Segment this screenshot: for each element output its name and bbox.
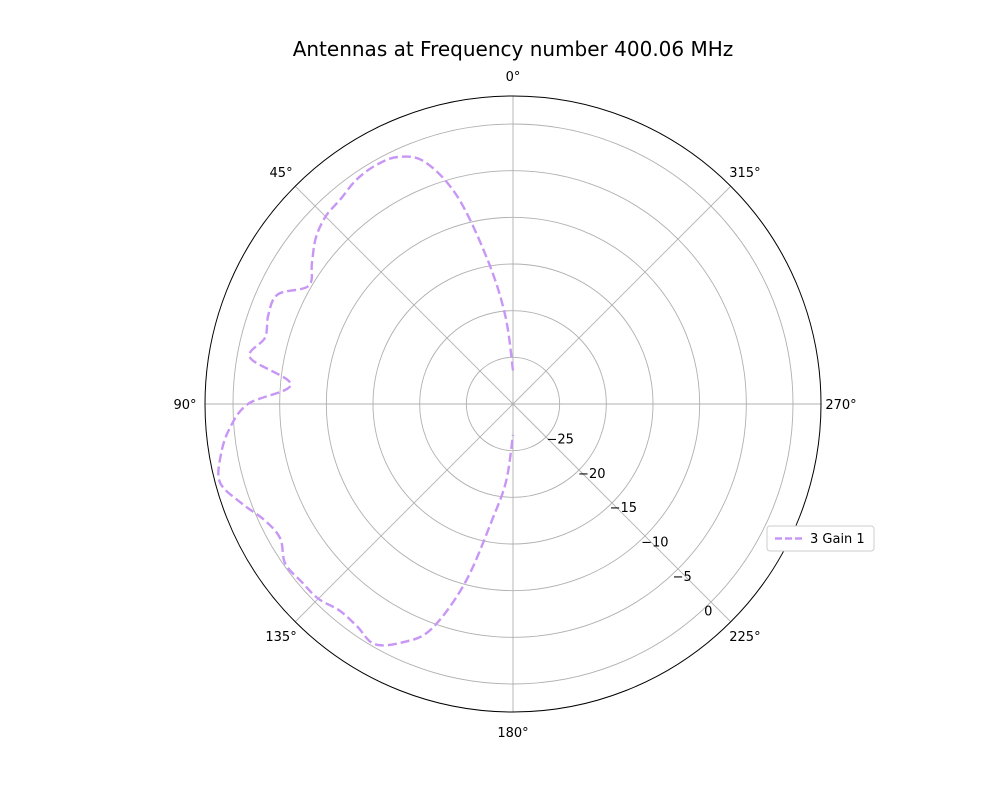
theta-tick-label: 90° xyxy=(173,398,196,413)
chart-title: Antennas at Frequency number 400.06 MHz xyxy=(293,37,734,61)
theta-tick-label: 315° xyxy=(729,166,760,181)
theta-tick-label: 135° xyxy=(265,630,296,645)
theta-tick-label: 45° xyxy=(270,166,293,181)
legend-label: 3 Gain 1 xyxy=(810,532,865,547)
r-tick-labels: −25 −20 −15 −10 −5 0 xyxy=(547,432,713,619)
theta-tick-label: 180° xyxy=(497,726,528,741)
r-tick-label: −15 xyxy=(610,501,637,516)
polar-frame xyxy=(204,95,822,713)
theta-tick-label: 270° xyxy=(825,398,856,413)
series-line xyxy=(217,155,515,647)
theta-grid-line xyxy=(512,185,732,405)
r-tick-label: −25 xyxy=(547,432,574,447)
theta-grid-line xyxy=(294,185,514,405)
legend-box xyxy=(766,525,875,552)
r-tick-label: 0 xyxy=(704,604,712,619)
legend: 3 Gain 1 xyxy=(766,525,875,552)
theta-tick-labels: 0° 45° 90° 135° 180° 225° 270° 315° xyxy=(173,70,856,741)
r-tick-label: −20 xyxy=(578,467,605,482)
theta-grid-line xyxy=(294,403,514,623)
grid-layer xyxy=(204,95,822,713)
theta-grid-line xyxy=(512,403,732,623)
r-tick-label: −5 xyxy=(673,570,692,585)
r-tick-label: −10 xyxy=(641,536,668,551)
series-layer xyxy=(217,155,515,647)
theta-tick-label: 225° xyxy=(729,630,760,645)
theta-tick-label: 0° xyxy=(506,70,521,85)
